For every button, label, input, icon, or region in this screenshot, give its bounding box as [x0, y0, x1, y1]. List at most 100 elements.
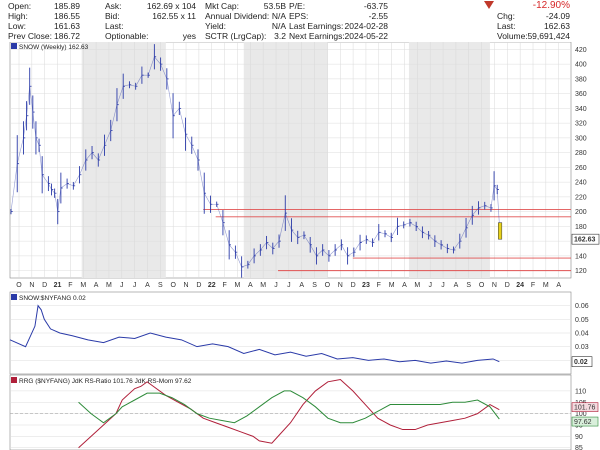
y-tick-label: 260 — [575, 165, 587, 172]
x-tick-label: J — [120, 282, 124, 289]
y-tick-label: 0.05 — [575, 317, 589, 324]
quote-value: N/A — [271, 11, 286, 21]
x-tick-label: J — [274, 282, 278, 289]
quote-label: Low: — [8, 21, 26, 31]
quote-label: Yield: — [205, 21, 226, 31]
close-path — [10, 56, 501, 268]
quote-value: 2024-05-22 — [344, 31, 388, 41]
y-tick-label: 0.04 — [575, 331, 589, 338]
quote-label: Mkt Cap: — [205, 1, 240, 11]
quote-header: Open: 185.89 High: 186.55 Low: 161.63 Prev Clo… — [0, 0, 600, 42]
quote-label: Last: — [105, 21, 124, 31]
quote-value: 59,691,424 — [527, 31, 570, 41]
x-tick-label: O — [479, 282, 485, 289]
x-tick-label: F — [531, 282, 535, 289]
x-tick-label: 24 — [516, 282, 524, 289]
x-tick-label: D — [42, 282, 47, 289]
year-band — [243, 42, 328, 278]
x-tick-label: D — [196, 282, 201, 289]
down-arrow-icon — [484, 1, 494, 9]
x-tick-label: M — [543, 282, 549, 289]
quote-value: N/A — [271, 21, 286, 31]
quote-label: Chg: — [497, 11, 515, 21]
x-tick-label: A — [402, 282, 407, 289]
y-tick-label: 0.06 — [575, 303, 589, 310]
year-band — [81, 42, 166, 278]
x-tick-label: M — [106, 282, 112, 289]
quote-value: 186.55 — [54, 11, 80, 21]
quote-value: -24.09 — [545, 11, 570, 21]
x-tick-label: M — [235, 282, 241, 289]
chart-area: 1201401601802002202402602803003203403603… — [9, 42, 600, 450]
y-tick-label: 200 — [575, 209, 587, 216]
quote-value: 162.55 x 11 — [152, 11, 196, 21]
x-tick-label: O — [325, 282, 331, 289]
y-tick-label: 360 — [575, 91, 587, 98]
quote-label: Next Earnings: — [289, 31, 345, 41]
x-tick-label: D — [505, 282, 510, 289]
quote-label: Volume: — [497, 31, 528, 41]
quote-value: -63.75 — [363, 1, 388, 11]
x-tick-label: J — [428, 282, 432, 289]
y-tick-label: 420 — [575, 47, 587, 54]
x-tick-label: F — [68, 282, 72, 289]
quote-value: 2024-02-28 — [344, 21, 388, 31]
quote-label: Prev Close: — [8, 31, 52, 41]
x-tick-label: S — [466, 282, 471, 289]
x-tick-label: 22 — [208, 282, 216, 289]
percent-change: -12.90% — [532, 0, 570, 11]
x-tick-label: A — [556, 282, 561, 289]
last-value-box — [571, 416, 599, 427]
quote-value: 185.89 — [54, 1, 80, 11]
y-tick-label: 0.03 — [575, 344, 589, 351]
x-tick-label: O — [170, 282, 176, 289]
x-tick-label: M — [389, 282, 395, 289]
legend-swatch — [11, 377, 17, 383]
x-tick-label: N — [492, 282, 497, 289]
x-tick-label: S — [158, 282, 163, 289]
panel-title: SNOW:$NYFANG 0.02 — [19, 295, 86, 302]
rs-momentum-line — [78, 390, 500, 424]
quote-label: EPS: — [289, 11, 309, 21]
y-tick-label: 140 — [575, 253, 587, 260]
y-tick-label: 280 — [575, 150, 587, 157]
x-tick-label: N — [29, 282, 34, 289]
last-price-box — [571, 233, 600, 245]
quote-value: yes — [182, 31, 196, 41]
panel-title: RRG ($NYFANG) JdK RS-Ratio 101.76 JdK RS… — [19, 378, 192, 385]
y-tick-label: 120 — [575, 268, 587, 275]
x-tick-label: D — [351, 282, 356, 289]
year-band — [408, 42, 490, 278]
legend-swatch — [11, 294, 17, 300]
quote-label: Last Earnings: — [289, 21, 344, 31]
y-tick-label: 100 — [575, 411, 587, 418]
quote-value: 162.63 — [544, 21, 570, 31]
panel-title: SNOW (Weekly) 162.63 — [19, 44, 89, 51]
y-tick-label: 400 — [575, 62, 587, 69]
y-tick-label: 240 — [575, 180, 587, 187]
x-tick-label: J — [287, 282, 291, 289]
quote-label: Optionable: — [105, 31, 149, 41]
quote-value: 53.5B — [263, 1, 286, 11]
x-tick-label: N — [338, 282, 343, 289]
x-tick-label: 23 — [362, 282, 370, 289]
y-tick-label: 340 — [575, 106, 587, 113]
y-tick-label: 220 — [575, 194, 587, 201]
quote-label: SCTR (LrgCap): — [205, 31, 267, 41]
x-tick-label: A — [145, 282, 150, 289]
x-tick-label: J — [441, 282, 445, 289]
y-tick-label: 320 — [575, 121, 587, 128]
x-tick-label: A — [94, 282, 99, 289]
y-tick-label: 300 — [575, 135, 587, 142]
x-tick-label: F — [222, 282, 226, 289]
legend-swatch — [11, 43, 17, 49]
last-value-label: 97.62 — [574, 419, 592, 426]
price-panel: 1201401601802002202402602803003203403603… — [9, 42, 600, 289]
x-tick-label: S — [312, 282, 317, 289]
x-tick-label: M — [414, 282, 420, 289]
quote-label: Last: — [497, 21, 516, 31]
quote-value: 186.72 — [54, 31, 80, 41]
panel-frame — [9, 374, 572, 450]
x-tick-label: A — [454, 282, 459, 289]
